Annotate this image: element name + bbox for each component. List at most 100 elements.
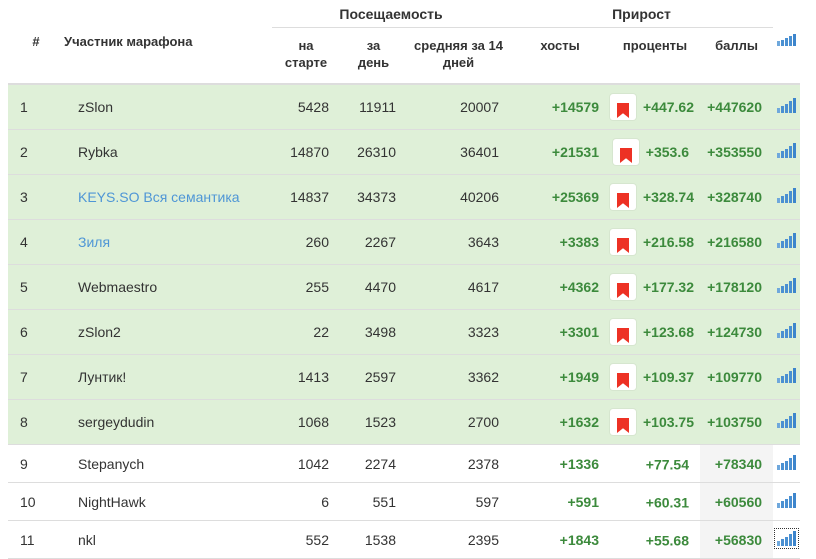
column-header-chart	[773, 0, 801, 84]
percent-cell: +177.32	[610, 264, 700, 310]
participant-name: zSlon2	[78, 324, 121, 340]
hosts-cell: +3301	[510, 309, 610, 355]
percent-value: +353.6	[645, 144, 689, 160]
chart-cell	[773, 354, 801, 400]
hosts-cell: +3383	[510, 219, 610, 265]
chart-cell	[773, 482, 801, 521]
percent-cell: +103.75	[610, 399, 700, 445]
avg14-cell: 597	[407, 482, 510, 521]
table-row: 8 sergeydudin 1068 1523 2700 +1632 +103.75 +103…	[8, 399, 801, 445]
points-cell: +328740	[700, 174, 774, 220]
chart-cell	[773, 84, 801, 130]
bar-chart-icon[interactable]	[774, 527, 800, 549]
hosts-cell: +4362	[510, 264, 610, 310]
percent-value: +109.37	[643, 369, 694, 385]
start-cell: 1413	[272, 354, 340, 400]
participant-link[interactable]: KEYS.SO Вся семантика	[78, 189, 240, 205]
points-cell: +447620	[700, 84, 774, 130]
bookmark-icon[interactable]	[610, 274, 636, 300]
bar-chart-icon[interactable]	[777, 98, 797, 113]
percent-cell: +353.6	[610, 129, 700, 175]
bookmark-icon[interactable]	[610, 319, 636, 345]
day-cell: 4470	[340, 264, 407, 310]
day-cell: 26310	[340, 129, 407, 175]
points-cell: +56830	[700, 520, 774, 559]
hosts-cell: +1336	[510, 444, 610, 483]
rank-cell: 2	[8, 129, 64, 175]
bookmark-icon[interactable]	[610, 229, 636, 255]
percent-cell: +123.68	[610, 309, 700, 355]
table-header: # Участник марафона Посещаемость Прирост…	[8, 0, 801, 84]
percent-cell: +216.58	[610, 219, 700, 265]
points-cell: +103750	[700, 399, 774, 445]
points-cell: +178120	[700, 264, 774, 310]
table-row: 6 zSlon2 22 3498 3323 +3301 +123.68 +124730	[8, 309, 801, 355]
rank-cell: 3	[8, 174, 64, 220]
bar-chart-icon[interactable]	[777, 278, 797, 293]
day-cell: 2274	[340, 444, 407, 483]
start-cell: 255	[272, 264, 340, 310]
bar-chart-icon[interactable]	[777, 492, 797, 508]
percent-value: +328.74	[643, 189, 694, 205]
rank-cell: 7	[8, 354, 64, 400]
bar-chart-icon[interactable]	[777, 454, 797, 470]
chart-cell	[773, 174, 801, 220]
participant-cell: zSlon2	[64, 309, 272, 355]
participant-cell: Stepanych	[64, 444, 272, 483]
bar-chart-icon[interactable]	[777, 143, 797, 158]
bookmark-icon[interactable]	[610, 184, 636, 210]
percent-cell: +60.31	[610, 482, 700, 521]
points-cell: +353550	[700, 129, 774, 175]
participant-link[interactable]: Зиля	[78, 234, 111, 250]
participant-name: NightHawk	[78, 493, 146, 510]
day-cell: 34373	[340, 174, 407, 220]
table-row: 2 Rybka 14870 26310 36401 +21531 +353.6 +353550	[8, 129, 801, 175]
bookmark-icon[interactable]	[610, 94, 636, 120]
start-cell: 14870	[272, 129, 340, 175]
column-header-participant: Участник марафона	[64, 0, 272, 84]
percent-value: +447.62	[643, 99, 694, 115]
avg14-cell: 3362	[407, 354, 510, 400]
start-cell: 1068	[272, 399, 340, 445]
hosts-cell: +1632	[510, 399, 610, 445]
avg14-cell: 2378	[407, 444, 510, 483]
column-header-points: баллы	[700, 27, 774, 84]
percent-cell: +447.62	[610, 84, 700, 130]
chart-cell	[773, 219, 801, 265]
percent-value: +177.32	[643, 279, 694, 295]
day-cell: 11911	[340, 84, 407, 130]
day-cell: 3498	[340, 309, 407, 355]
percent-value: +216.58	[643, 234, 694, 250]
participant-cell: Rybka	[64, 129, 272, 175]
start-cell: 1042	[272, 444, 340, 483]
column-header-hosts: хосты	[510, 27, 610, 84]
rank-cell: 5	[8, 264, 64, 310]
rank-cell: 1	[8, 84, 64, 130]
participant-cell: KEYS.SO Вся семантика	[64, 174, 272, 220]
participant-cell: Лунтик!	[64, 354, 272, 400]
bar-chart-icon[interactable]	[777, 188, 797, 203]
column-header-start: на старте	[272, 27, 340, 84]
percent-value: +123.68	[643, 324, 694, 340]
column-header-percent: проценты	[610, 27, 700, 84]
participant-cell: NightHawk	[64, 482, 272, 521]
bookmark-icon[interactable]	[612, 139, 639, 165]
marathon-table: # Участник марафона Посещаемость Прирост…	[8, 0, 801, 559]
bookmark-icon[interactable]	[610, 364, 636, 390]
avg14-cell: 3323	[407, 309, 510, 355]
chart-cell	[773, 129, 801, 175]
participant-name: Webmaestro	[78, 279, 158, 295]
bar-chart-icon[interactable]	[777, 368, 797, 383]
bar-chart-icon[interactable]	[777, 233, 797, 248]
chart-cell	[773, 520, 801, 559]
day-cell: 2597	[340, 354, 407, 400]
bar-chart-icon[interactable]	[777, 413, 797, 428]
avg14-cell: 36401	[407, 129, 510, 175]
chart-cell	[773, 264, 801, 310]
chart-cell	[773, 399, 801, 445]
start-cell: 6	[272, 482, 340, 521]
start-cell: 22	[272, 309, 340, 355]
bookmark-icon[interactable]	[610, 409, 636, 435]
chart-cell	[773, 444, 801, 483]
bar-chart-icon[interactable]	[777, 323, 797, 338]
